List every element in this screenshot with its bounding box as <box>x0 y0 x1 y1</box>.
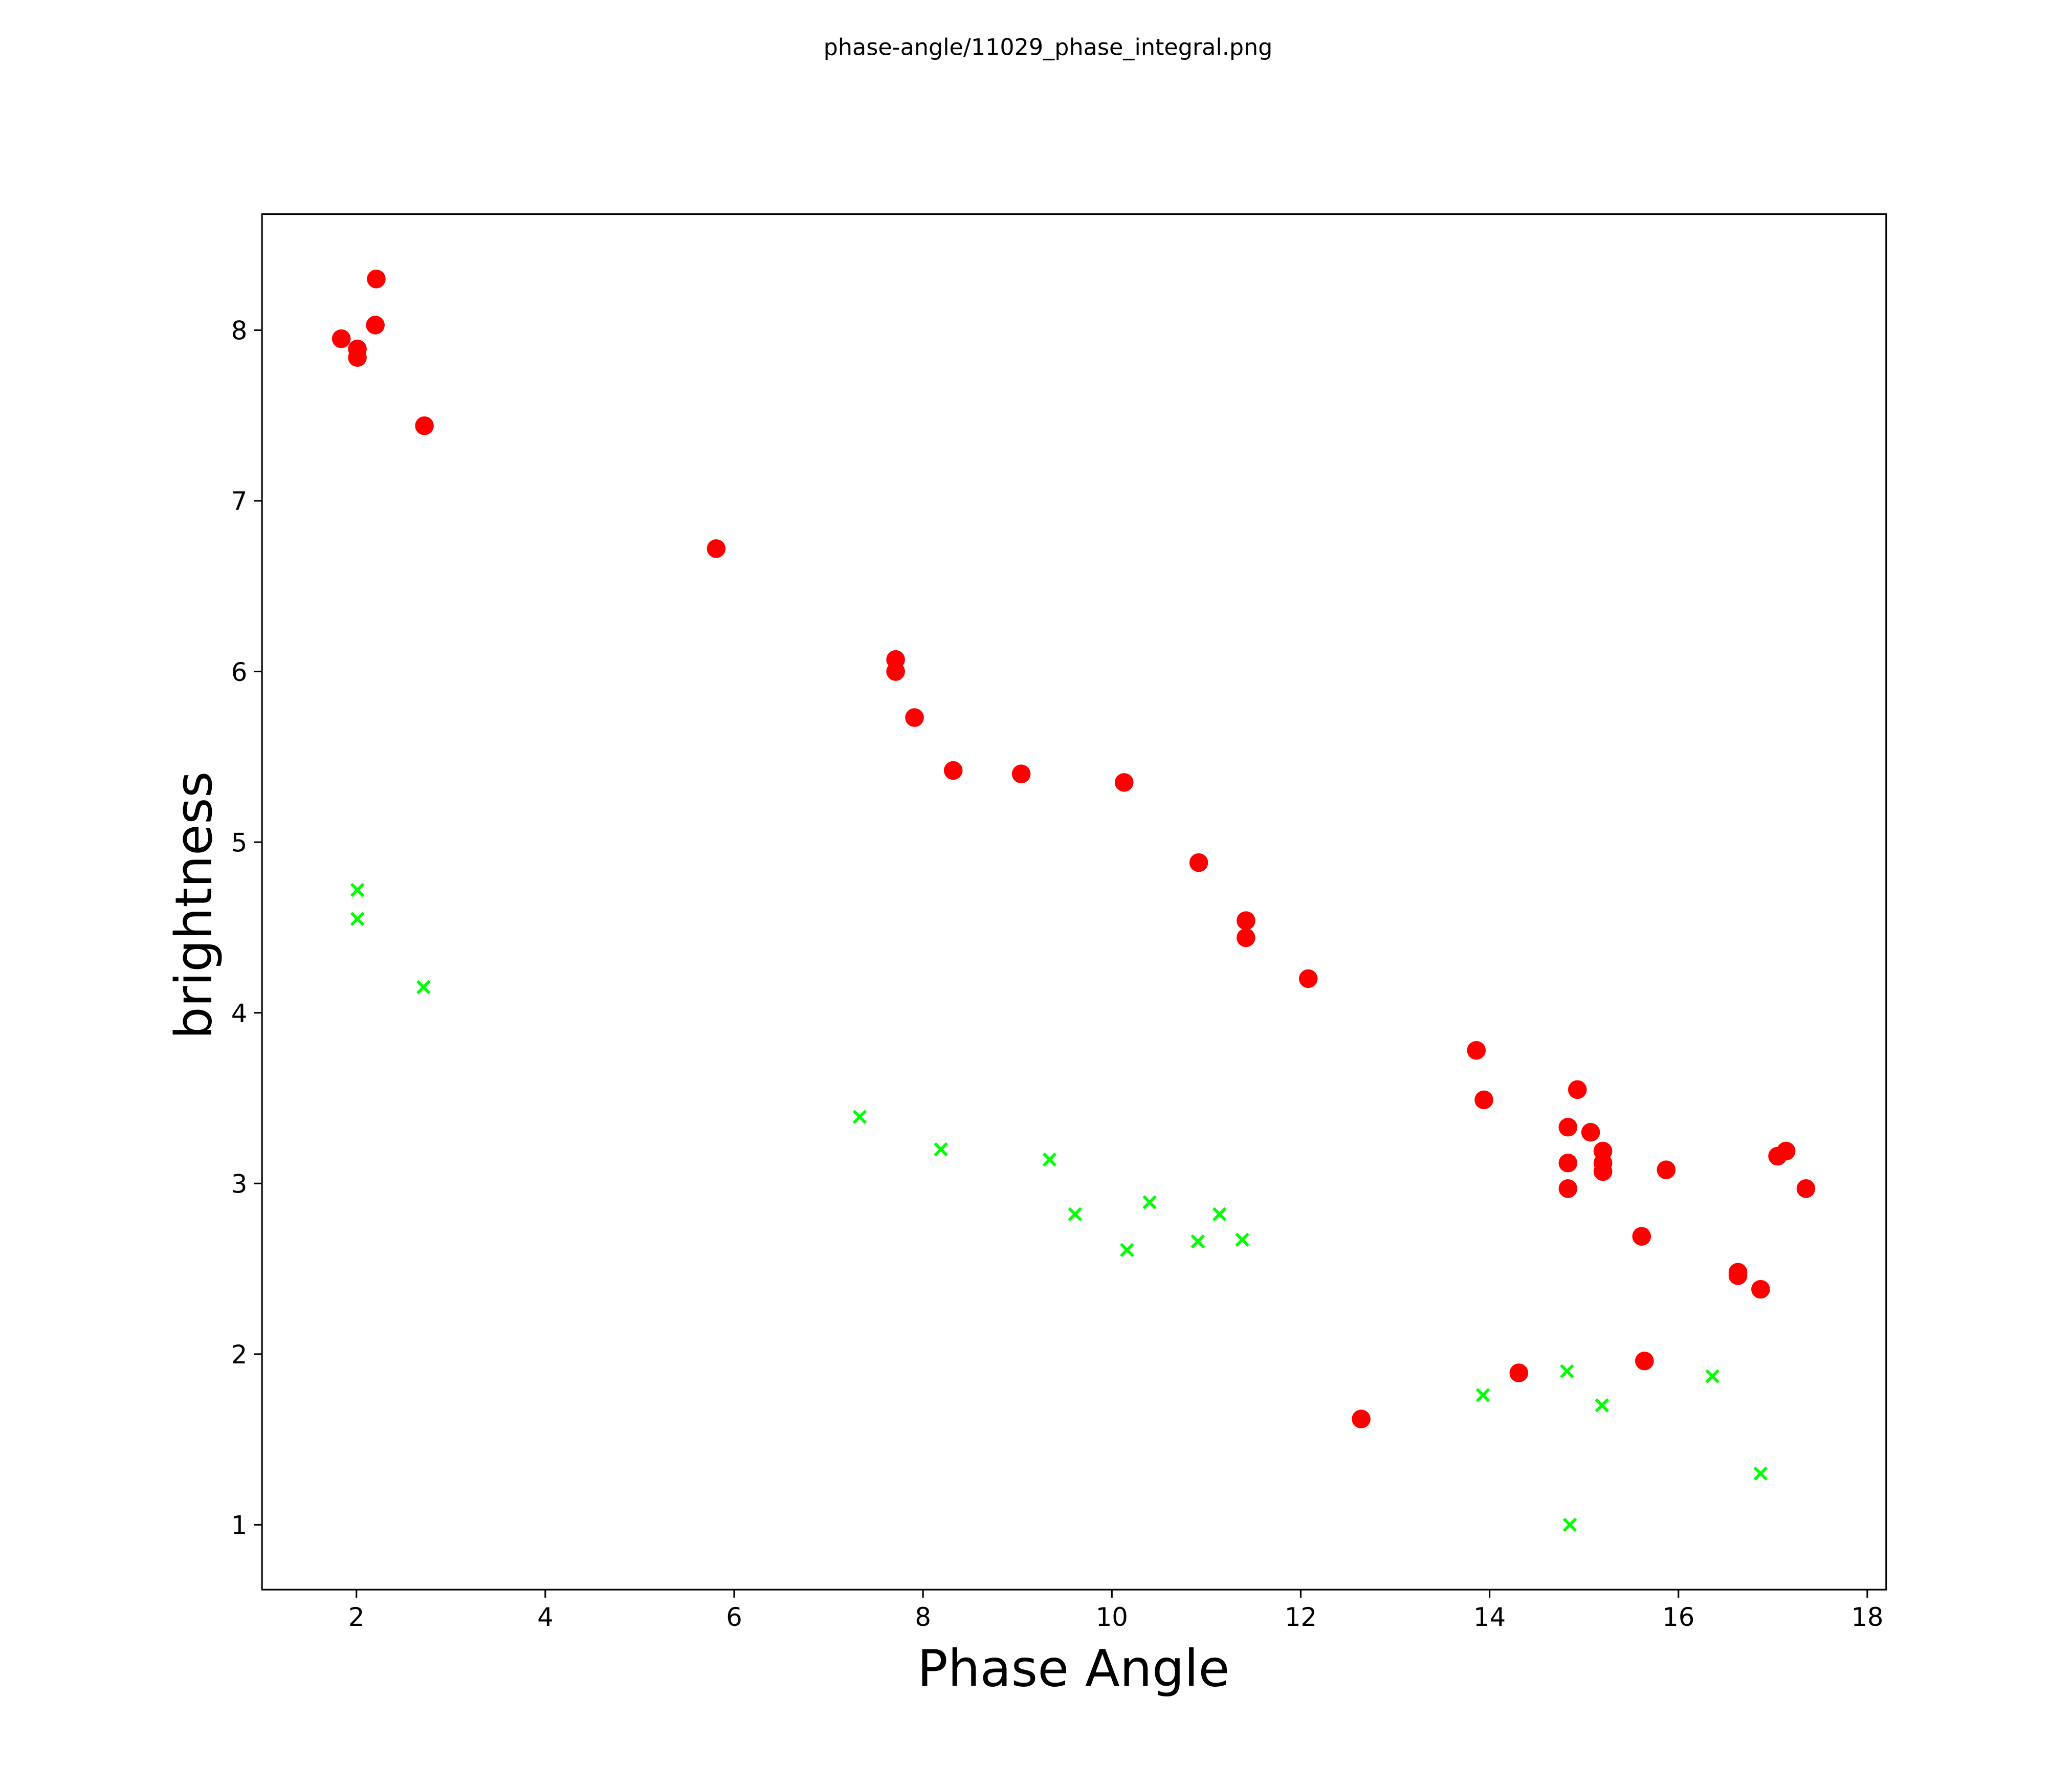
data-point-observed <box>1796 1179 1816 1198</box>
data-point-model <box>1068 1207 1083 1222</box>
data-point-observed <box>1467 1041 1486 1060</box>
data-point-model <box>1142 1195 1157 1209</box>
data-point-observed <box>367 270 386 289</box>
data-point-model <box>1191 1234 1205 1249</box>
data-point-observed <box>1558 1179 1578 1198</box>
x-tick-label: 12 <box>1285 1602 1317 1632</box>
data-point-model <box>1475 1388 1490 1402</box>
x-tick-label: 2 <box>348 1602 365 1632</box>
chart-title: phase-angle/11029_phase_integral.png <box>824 35 1273 61</box>
data-point-observed <box>1189 853 1208 872</box>
x-tick-label: 16 <box>1662 1602 1694 1632</box>
data-point-observed <box>332 329 351 348</box>
y-tick-label: 8 <box>231 316 248 346</box>
data-point-observed <box>1011 764 1031 783</box>
data-point-model <box>1562 1517 1577 1532</box>
data-point-observed <box>1509 1363 1529 1382</box>
y-axis-label: brightness <box>165 771 224 1040</box>
data-point-model <box>1560 1364 1574 1379</box>
data-point-observed <box>1474 1090 1493 1110</box>
data-point-observed <box>886 662 905 681</box>
data-point-observed <box>1352 1409 1371 1428</box>
plot-area <box>261 213 1887 1591</box>
data-point-observed <box>1751 1279 1770 1299</box>
data-point-model <box>1595 1398 1610 1413</box>
data-point-observed <box>1581 1122 1600 1142</box>
x-tick-label: 8 <box>915 1602 931 1632</box>
data-point-observed <box>943 761 963 780</box>
data-point-model <box>1042 1152 1057 1167</box>
x-tick-label: 18 <box>1851 1602 1883 1632</box>
data-point-observed <box>366 316 385 335</box>
data-point-observed <box>348 348 367 367</box>
x-tick-label: 14 <box>1473 1602 1506 1632</box>
x-axis-label: Phase Angle <box>917 1639 1230 1698</box>
y-tick-label: 7 <box>231 487 248 516</box>
data-point-observed <box>1558 1117 1578 1137</box>
data-point-observed <box>1568 1080 1587 1099</box>
data-point-model <box>350 912 365 926</box>
data-point-model <box>1705 1369 1720 1384</box>
data-point-observed <box>415 416 434 435</box>
data-point-model <box>934 1142 949 1157</box>
x-tick-label: 4 <box>537 1602 554 1632</box>
x-tick-label: 6 <box>726 1602 742 1632</box>
data-point-observed <box>1298 969 1318 988</box>
data-point-model <box>1120 1243 1134 1257</box>
data-point-observed <box>1776 1141 1796 1161</box>
data-point-observed <box>1728 1266 1748 1285</box>
y-tick-label: 3 <box>231 1170 248 1199</box>
x-tick-label: 10 <box>1096 1602 1128 1632</box>
data-point-observed <box>1237 911 1255 930</box>
data-point-observed <box>1115 773 1134 792</box>
data-point-observed <box>707 539 726 558</box>
data-point-observed <box>1657 1160 1676 1179</box>
y-tick-label: 5 <box>231 828 248 857</box>
y-tick-label: 1 <box>231 1511 248 1540</box>
data-point-model <box>1212 1207 1227 1222</box>
data-marks <box>332 270 1816 1532</box>
y-tick-label: 6 <box>231 657 248 687</box>
data-point-model <box>350 882 365 897</box>
data-point-model <box>852 1110 867 1124</box>
data-point-observed <box>1237 928 1255 947</box>
data-point-observed <box>1558 1153 1578 1173</box>
data-point-observed <box>1593 1162 1613 1181</box>
y-tick-label: 2 <box>231 1340 248 1370</box>
data-point-observed <box>1635 1351 1654 1371</box>
data-point-observed <box>1632 1227 1651 1246</box>
y-tick-label: 4 <box>231 999 248 1028</box>
data-point-observed <box>905 708 924 727</box>
data-point-model <box>416 980 431 995</box>
data-point-model <box>1235 1232 1249 1247</box>
data-point-model <box>1753 1466 1768 1481</box>
